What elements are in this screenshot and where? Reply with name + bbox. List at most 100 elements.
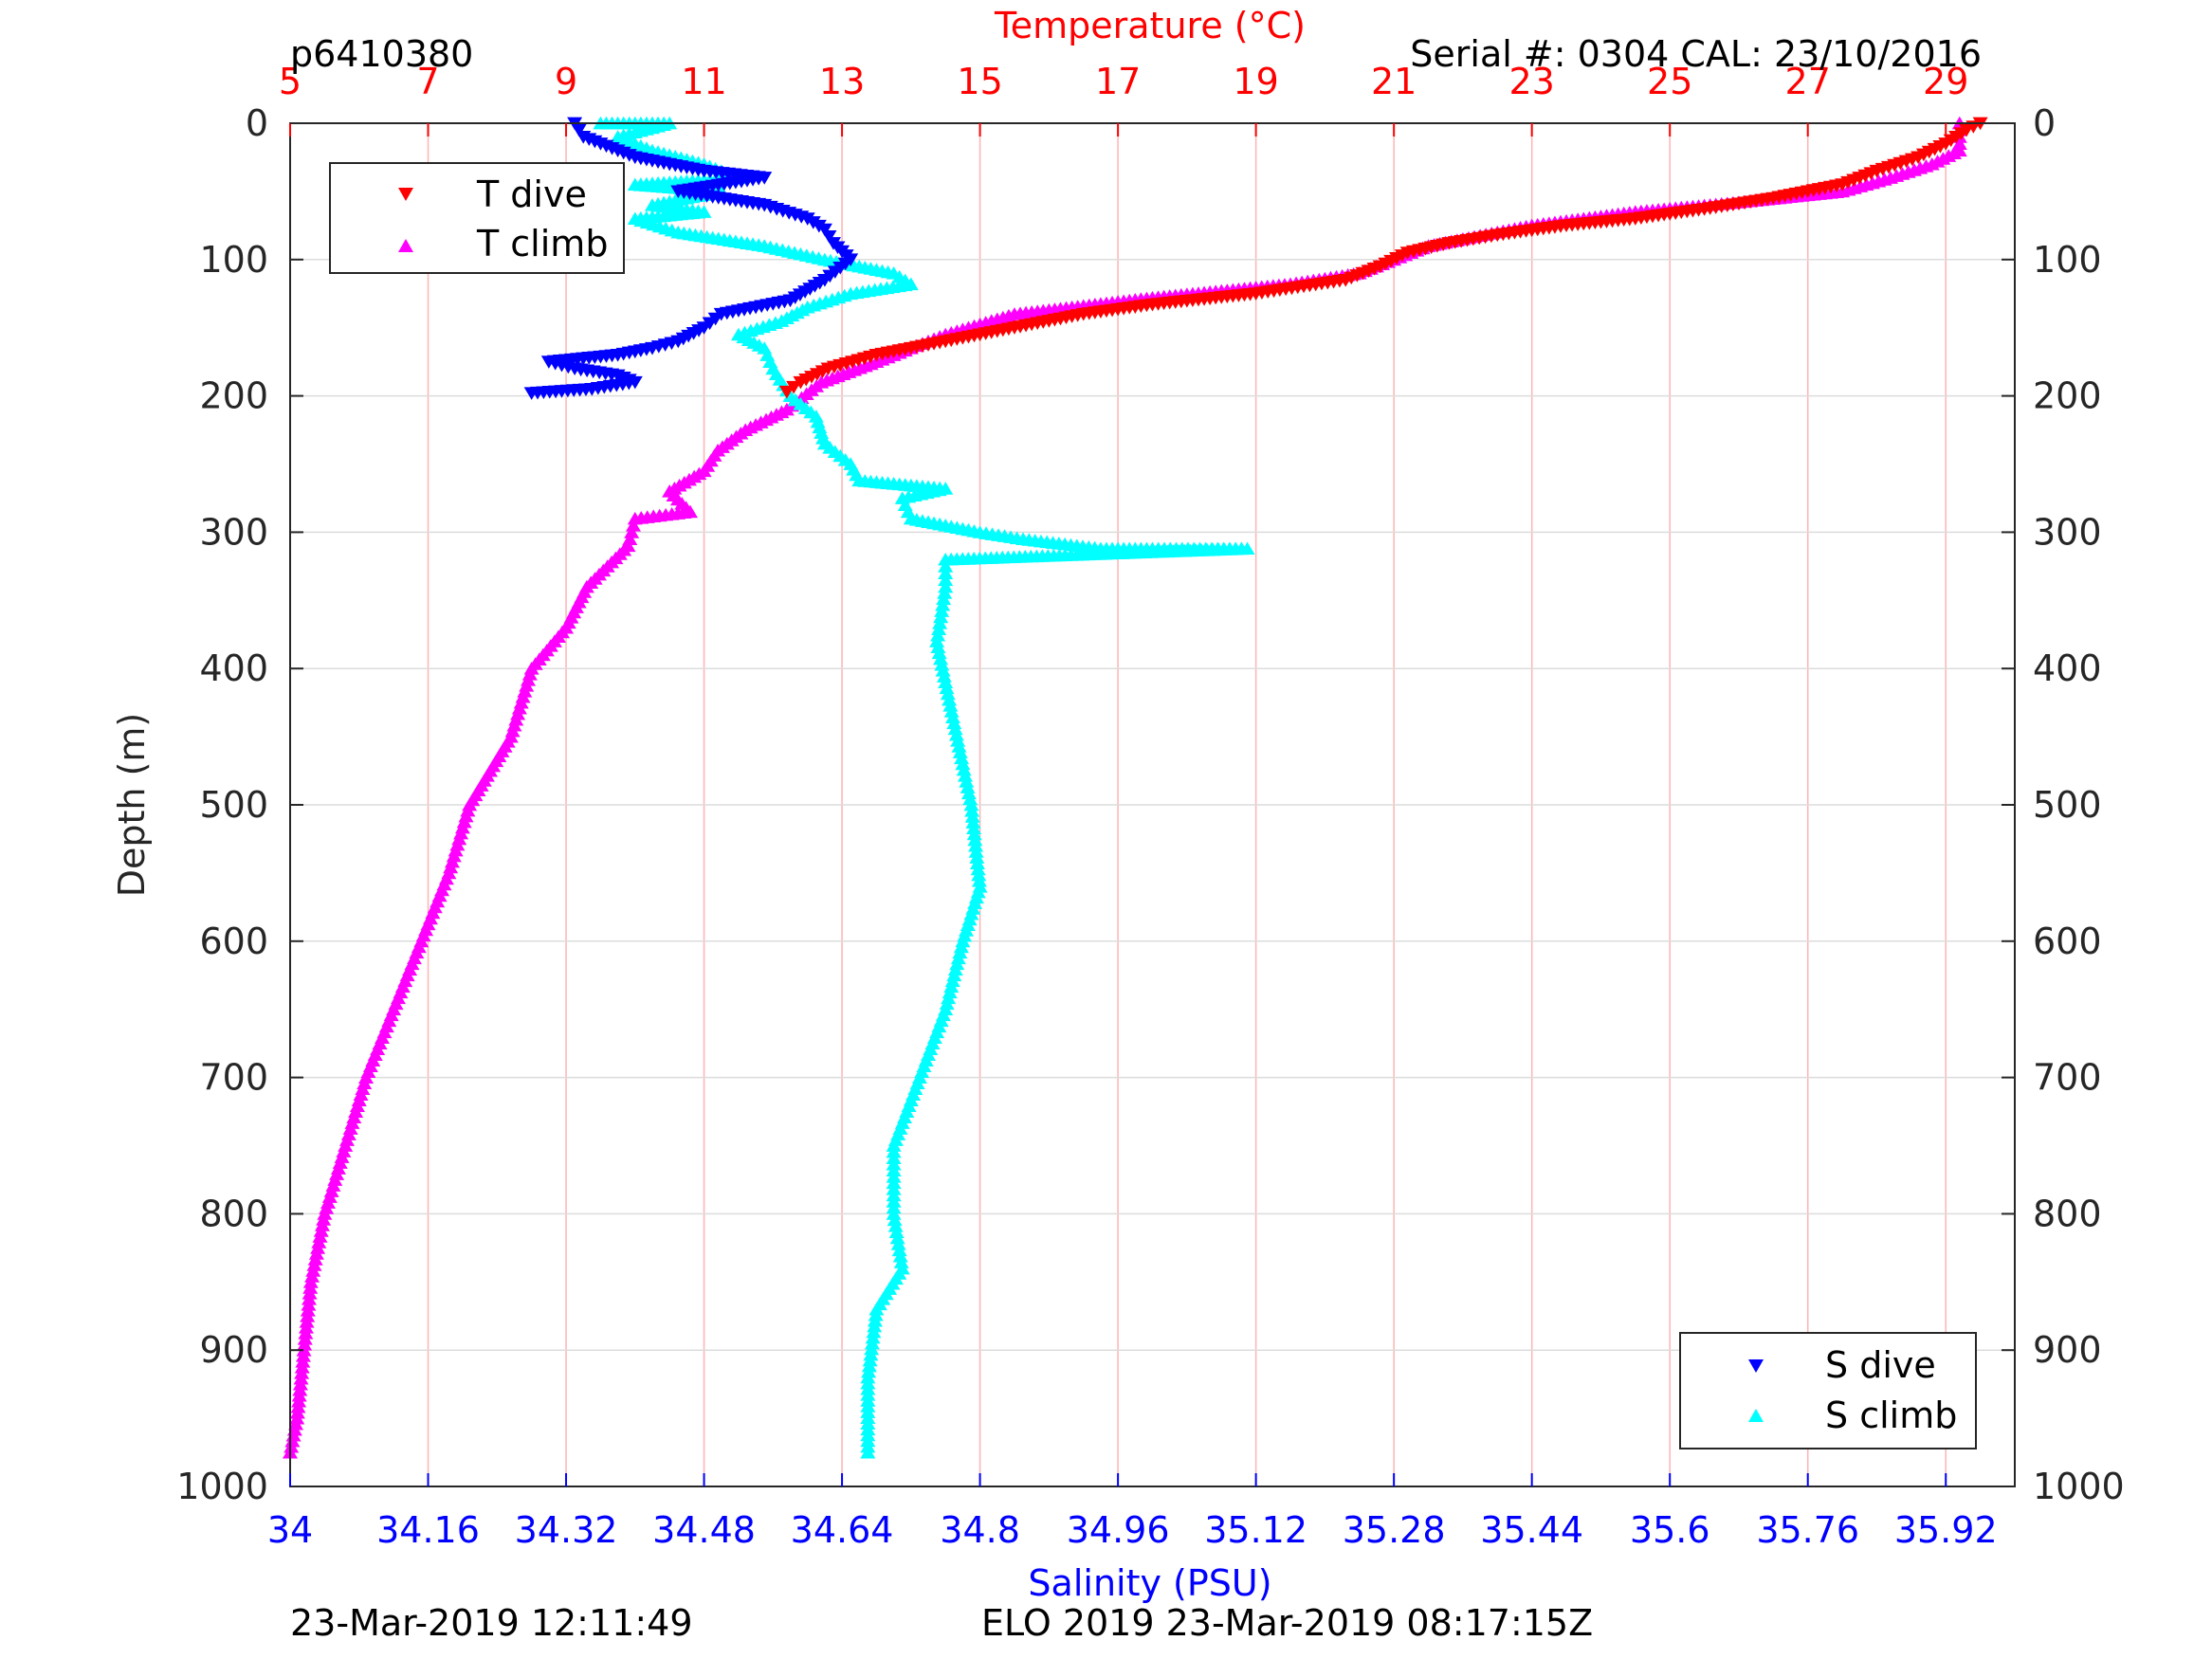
s-dive-legend-label: S dive	[1825, 1344, 1936, 1386]
s-climb-marker	[950, 951, 966, 965]
s-climb-marker	[892, 1249, 908, 1263]
t-climb-marker	[311, 1235, 327, 1249]
profile-id-label: p6410380	[290, 33, 473, 75]
depth-tick-label: 400	[199, 647, 268, 689]
t-climb-marker	[624, 525, 640, 538]
t-climb-marker	[627, 511, 643, 525]
axes: 5 7 9 11 13 15 17 19 21 23 25 27 29 0 0 100 100 200 200 300…	[176, 61, 2124, 1551]
depth-tick-label: 900	[199, 1329, 268, 1371]
s-climb-marker	[938, 552, 954, 566]
depth-tick-label-right: 400	[2033, 647, 2102, 689]
s-climb-marker	[868, 1302, 885, 1316]
s-dive-legend-marker	[1748, 1359, 1764, 1373]
s-climb-marker	[950, 734, 966, 747]
t-climb-marker	[313, 1224, 329, 1237]
s-climb-marker	[863, 1347, 879, 1361]
s-dive-marker	[821, 229, 837, 244]
t-dive-marker	[793, 375, 809, 390]
t-climb-marker	[308, 1247, 324, 1260]
t-climb-marker	[295, 1348, 311, 1362]
s-climb-marker	[933, 651, 949, 665]
temperature-legend: T dive T climb	[329, 162, 625, 274]
s-climb-marker	[946, 716, 962, 730]
s-climb-marker	[931, 646, 947, 660]
s-climb-marker	[887, 1212, 903, 1227]
depth-tick-label-right: 1000	[2033, 1466, 2125, 1507]
s-climb-marker	[866, 1324, 882, 1339]
s-climb-marker	[937, 586, 953, 599]
s-climb-marker	[946, 968, 962, 982]
t-climb-marker	[306, 1258, 322, 1271]
salinity-tick-label: 35.6	[1630, 1509, 1710, 1551]
salinity-tick-label: 34.8	[940, 1509, 1020, 1551]
mission-label: ELO 2019 23-Mar-2019 08:17:15Z	[981, 1602, 1593, 1644]
s-climb-marker	[867, 1313, 883, 1327]
s-climb-marker	[955, 934, 971, 948]
s-climb-marker	[959, 775, 975, 788]
s-climb-marker	[944, 974, 960, 988]
salinity-axis-title: Salinity (PSU)	[1028, 1562, 1271, 1604]
salinity-tick-label: 35.44	[1480, 1509, 1583, 1551]
depth-tick-label-right: 900	[2033, 1329, 2102, 1371]
s-climb-marker	[940, 686, 956, 701]
s-climb-marker	[893, 1255, 909, 1268]
s-climb-marker	[939, 681, 955, 695]
temperature-tick-label: 11	[681, 61, 726, 102]
s-climb-marker	[887, 1218, 904, 1232]
s-climb-marker	[943, 979, 960, 994]
s-climb-marker	[935, 597, 951, 611]
t-dive-legend-marker	[398, 188, 413, 201]
t-climb-marker	[294, 1359, 310, 1374]
s-climb-legend-marker	[1748, 1409, 1764, 1422]
s-climb-marker	[966, 827, 982, 841]
temperature-tick-label: 21	[1371, 61, 1417, 102]
depth-tick-label-right: 800	[2033, 1193, 2102, 1234]
t-dive-marker	[778, 385, 795, 399]
depth-tick-label-right: 200	[2033, 375, 2102, 417]
s-climb-marker	[964, 810, 980, 823]
depth-tick-label-right: 300	[2033, 511, 2102, 553]
salinity-legend: S dive S climb	[1679, 1332, 1977, 1449]
serial-cal-label: Serial #: 0304 CAL: 23/10/2016	[1410, 33, 1982, 75]
depth-tick-label: 700	[199, 1057, 268, 1099]
t-climb-marker	[290, 1399, 306, 1413]
s-climb-marker	[864, 1341, 880, 1356]
s-climb-marker	[888, 1225, 905, 1238]
t-climb-marker	[625, 519, 641, 532]
temperature-axis-title: Temperature (°C)	[994, 5, 1306, 46]
t-climb-marker	[317, 1207, 333, 1220]
s-climb-marker	[952, 945, 968, 959]
depth-tick-label-right: 100	[2033, 239, 2102, 281]
grid	[289, 122, 2015, 1487]
s-climb-marker	[942, 699, 959, 712]
t-climb-legend-label: T climb	[476, 223, 608, 264]
depth-tick-label-right: 0	[2033, 102, 2056, 144]
s-climb-marker	[960, 780, 976, 793]
s-climb-marker	[865, 1330, 881, 1344]
s-climb-marker	[971, 867, 987, 882]
depth-tick-label-right: 700	[2033, 1057, 2102, 1099]
s-climb-marker	[964, 803, 980, 817]
t-climb-marker	[296, 1343, 312, 1357]
t-climb-marker	[291, 1394, 307, 1408]
s-climb-marker	[951, 739, 967, 753]
t-climb-marker	[307, 1252, 323, 1266]
s-climb-marker	[965, 815, 981, 829]
salinity-tick-label: 35.92	[1894, 1509, 1998, 1551]
temperature-tick-label: 13	[819, 61, 865, 102]
s-climb-marker	[889, 1231, 905, 1245]
salinity-tick-label: 34	[267, 1509, 313, 1551]
t-climb-marker	[284, 1433, 301, 1448]
temperature-tick-label: 15	[957, 61, 1002, 102]
s-climb-marker	[968, 838, 984, 852]
t-climb-marker	[297, 1332, 313, 1345]
t-climb-marker	[299, 1315, 315, 1328]
t-climb-marker	[302, 1292, 318, 1305]
s-climb-marker	[936, 669, 952, 683]
s-climb-marker	[938, 559, 954, 573]
t-climb-marker	[312, 1230, 328, 1243]
s-climb-marker	[931, 622, 947, 636]
temperature-tick-label: 29	[1923, 61, 1968, 102]
depth-tick-label: 100	[199, 239, 268, 281]
s-climb-marker	[956, 762, 972, 776]
